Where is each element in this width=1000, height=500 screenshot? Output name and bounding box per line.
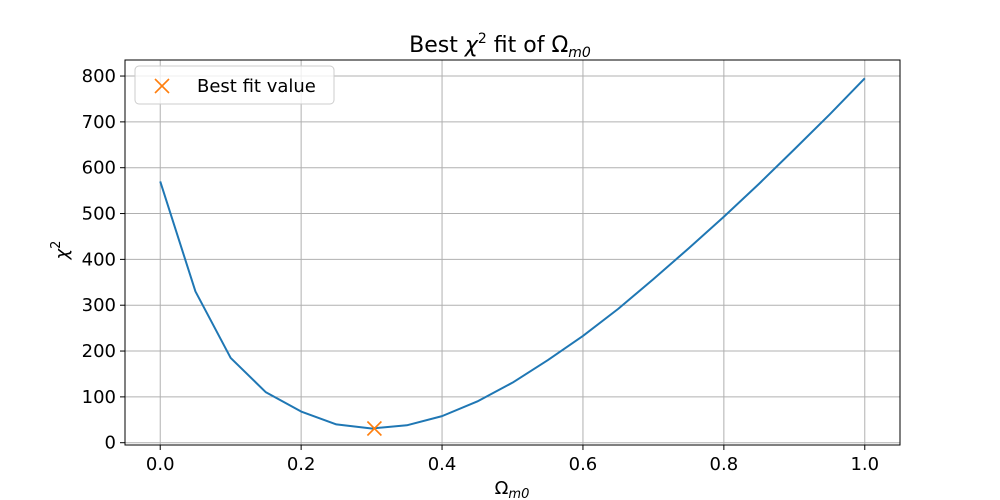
chi-square-curve xyxy=(159,77,866,430)
y-tick-label: 700 xyxy=(82,112,116,133)
plot-frame xyxy=(124,59,901,446)
legend-marker-x-icon xyxy=(154,78,170,94)
legend-box xyxy=(134,65,335,105)
x-tick-label: 0.2 xyxy=(287,454,316,475)
ticks-layer: 0.0 0.2 0.4 0.6 0.8 1.0 0 100 200 300 400 500 600 700… xyxy=(82,66,879,475)
y-tick-label: 0 xyxy=(105,433,116,454)
legend-label-best-fit: Best fit value xyxy=(197,76,316,97)
y-axis-label: χ2 xyxy=(49,241,73,261)
x-tick-label: 1.0 xyxy=(850,454,879,475)
y-tick-label: 400 xyxy=(82,249,116,270)
y-tick-label: 600 xyxy=(82,158,116,179)
y-tick-label: 200 xyxy=(82,341,116,362)
y-tick-label: 300 xyxy=(82,295,116,316)
x-tick-label: 0.6 xyxy=(569,454,598,475)
axes-layer xyxy=(124,59,901,446)
series-layer xyxy=(159,77,866,437)
x-tick-label: 0.0 xyxy=(146,454,175,475)
best-fit-marker xyxy=(366,420,382,437)
chart-title: Best χ2 fit of Ωm0 xyxy=(409,31,591,61)
x-tick-label: 0.4 xyxy=(428,454,457,475)
x-axis-label: Ωm0 xyxy=(495,478,530,500)
y-tick-label: 800 xyxy=(82,66,116,87)
legend: Best fit value xyxy=(134,65,335,105)
y-tick-label: 100 xyxy=(82,387,116,408)
y-tick-label: 500 xyxy=(82,204,116,225)
x-tick-label: 0.8 xyxy=(710,454,739,475)
grid-lines xyxy=(125,60,900,445)
